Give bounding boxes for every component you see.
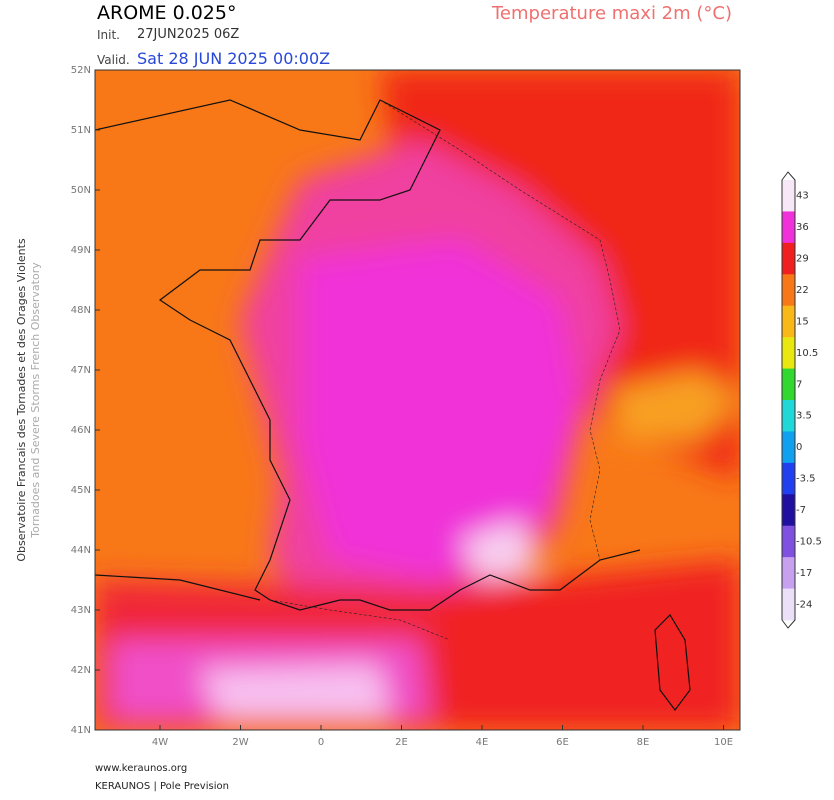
init-label: Init. bbox=[97, 28, 120, 42]
valid-label: Valid. bbox=[97, 53, 130, 67]
lat-label: 46N bbox=[71, 425, 91, 436]
coastlines bbox=[95, 99, 691, 711]
lon-label: 2W bbox=[232, 737, 248, 748]
colorbar-frame bbox=[781, 171, 796, 629]
colorbar-label: 10.5 bbox=[796, 348, 818, 359]
colorbar-label: -3.5 bbox=[796, 474, 816, 485]
parameter-title: Temperature maxi 2m (°C) bbox=[492, 3, 733, 24]
colorbar-label: -17 bbox=[796, 568, 812, 579]
colorbar-segment bbox=[782, 368, 795, 401]
lat-label: 49N bbox=[71, 245, 91, 256]
colorbar-segment bbox=[782, 242, 795, 275]
colorbar-label: 36 bbox=[796, 222, 809, 233]
footer-site: www.keraunos.org bbox=[95, 763, 188, 774]
colorbar-segment bbox=[782, 557, 795, 590]
lat-label: 45N bbox=[71, 485, 91, 496]
lat-label: 43N bbox=[71, 605, 91, 616]
colorbar-segment bbox=[782, 180, 795, 212]
colorbar-segment bbox=[782, 462, 795, 495]
lat-label: 47N bbox=[71, 365, 91, 376]
lat-label: 51N bbox=[71, 125, 91, 136]
colorbar-label: 0 bbox=[796, 442, 802, 453]
colorbar-segment bbox=[782, 431, 795, 464]
colorbar-segment bbox=[782, 274, 795, 307]
lon-label: 0 bbox=[318, 737, 324, 748]
temperature-field bbox=[95, 70, 740, 730]
lat-label: 41N bbox=[71, 725, 91, 736]
lon-label: 8E bbox=[637, 737, 650, 748]
colorbar-label: -24 bbox=[796, 599, 812, 610]
colorbar-segment bbox=[782, 525, 795, 558]
colorbar-label: 43 bbox=[796, 191, 809, 202]
lat-label: 52N bbox=[71, 65, 91, 76]
lat-label: 42N bbox=[71, 665, 91, 676]
lon-label: 4E bbox=[476, 737, 489, 748]
lat-label: 48N bbox=[71, 305, 91, 316]
valid-time: Sat 28 JUN 2025 00:00Z bbox=[137, 49, 331, 68]
colorbar-label: 7 bbox=[796, 379, 802, 390]
colorbar-segment bbox=[782, 337, 795, 370]
colorbar-label: 29 bbox=[796, 254, 809, 265]
colorbar-label: 22 bbox=[796, 285, 809, 296]
lon-label: 2E bbox=[395, 737, 408, 748]
footer-credit: KERAUNOS | Pole Prevision bbox=[95, 781, 229, 792]
colorbar-label: 15 bbox=[796, 316, 809, 327]
colorbar-segment bbox=[782, 211, 795, 244]
colorbar-label: 3.5 bbox=[796, 411, 812, 422]
lon-label: 4W bbox=[152, 737, 168, 748]
model-title: AROME 0.025° bbox=[97, 2, 237, 24]
init-time: 27JUN2025 06Z bbox=[137, 27, 240, 42]
borders bbox=[269, 99, 621, 641]
colorbar-segment bbox=[782, 588, 795, 621]
lon-label: 6E bbox=[556, 737, 569, 748]
colorbar-segment bbox=[782, 494, 795, 527]
map-frame bbox=[94, 69, 741, 731]
lon-label: 10E bbox=[714, 737, 733, 748]
colorbar-label: -10.5 bbox=[796, 536, 822, 547]
side-text-fr: Observatoire Francais des Tornades et de… bbox=[15, 238, 28, 562]
lat-label: 50N bbox=[71, 185, 91, 196]
lat-label: 44N bbox=[71, 545, 91, 556]
colorbar-label: -7 bbox=[796, 505, 806, 516]
side-text-en: Tornadoes and Severe Storms French Obser… bbox=[29, 262, 42, 539]
colorbar-segment bbox=[782, 305, 795, 338]
colorbar-segment bbox=[782, 400, 795, 432]
